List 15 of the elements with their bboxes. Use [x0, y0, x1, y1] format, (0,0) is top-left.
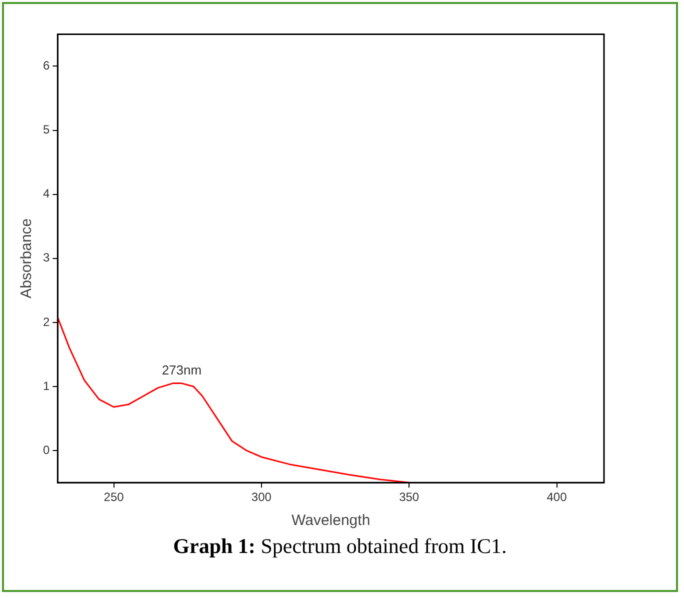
y-tick-label: 0 [42, 442, 50, 457]
x-tick-label: 400 [546, 490, 568, 504]
x-tick-label: 300 [251, 490, 272, 504]
annotation: 273nm [162, 362, 202, 378]
y-tick-label: 3 [42, 250, 50, 265]
x-tick-label: 250 [104, 490, 124, 504]
y-tick-label: 6 [42, 58, 50, 73]
y-tick-label: 5 [42, 122, 50, 137]
y-tick-label: 2 [42, 314, 50, 329]
caption: Graph 1: Spectrum obtained from IC1. [172, 534, 508, 559]
y-tick-label: 4 [42, 186, 50, 201]
y-axis-title: Absorbance [18, 218, 36, 298]
x-tick-label: 350 [399, 490, 420, 504]
y-tick-label: 1 [42, 378, 50, 393]
x-axis-title: Wavelength [292, 512, 370, 530]
